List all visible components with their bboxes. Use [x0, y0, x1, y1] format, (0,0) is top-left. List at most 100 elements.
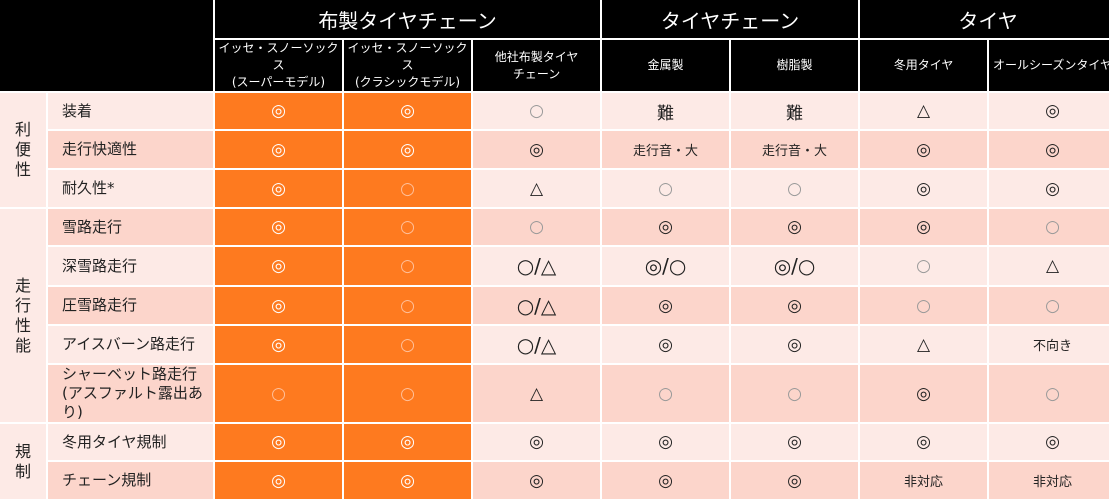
column-header: 樹脂製	[731, 40, 859, 91]
rating-cell: △	[473, 170, 601, 207]
row-label: シャーベット路走行 (アスファルト露出あり)	[48, 365, 213, 422]
rating-cell: ◎	[344, 93, 471, 129]
rating-cell: ○	[215, 365, 342, 422]
row-label: 冬用タイヤ規制	[48, 424, 213, 460]
rating-cell: ◎	[344, 131, 471, 168]
rating-cell: ○/△	[473, 326, 601, 363]
row-label: 圧雪路走行	[48, 287, 213, 324]
table-row: チェーン規制 ◎ ◎ ◎ ◎ ◎ 非対応 非対応	[0, 462, 1109, 499]
rating-cell: ○	[344, 365, 471, 422]
table-row: 圧雪路走行 ◎ ○ ○/△ ◎ ◎ ○ ○	[0, 287, 1109, 324]
rating-cell: ○	[860, 247, 988, 285]
table-row: 深雪路走行 ◎ ○ ○/△ ◎/○ ◎/○ ○ △	[0, 247, 1109, 285]
rating-cell: ◎	[731, 462, 859, 499]
row-label: 深雪路走行	[48, 247, 213, 285]
rating-cell: ◎	[344, 424, 471, 460]
rating-cell: ◎	[215, 93, 342, 129]
rating-cell: 走行音・大	[602, 131, 730, 168]
rating-cell: ○	[860, 287, 988, 324]
rating-cell: ◎	[731, 287, 859, 324]
rating-cell: 走行音・大	[731, 131, 859, 168]
rating-cell: ◎	[602, 287, 730, 324]
rating-cell: ◎	[215, 170, 342, 207]
rating-cell: ◎	[731, 326, 859, 363]
rating-cell: ○	[473, 93, 601, 129]
rating-cell: ◎	[989, 131, 1109, 168]
corner-header	[0, 0, 213, 91]
rating-cell: ◎	[860, 131, 988, 168]
rating-cell: △	[473, 365, 601, 422]
rating-cell: △	[989, 247, 1109, 285]
rating-cell: ○	[989, 365, 1109, 422]
rating-cell: ◎/○	[602, 247, 730, 285]
table-row: アイスバーン路走行 ◎ ○ ○/△ ◎ ◎ △ 不向き	[0, 326, 1109, 363]
rating-cell: ◎	[344, 462, 471, 499]
row-label: 装着	[48, 93, 213, 129]
rating-cell: ◎	[473, 462, 601, 499]
row-label: 走行快適性	[48, 131, 213, 168]
rating-cell: ◎	[215, 424, 342, 460]
table-row: 走行快適性 ◎ ◎ ◎ 走行音・大 走行音・大 ◎ ◎	[0, 131, 1109, 168]
group-header: 布製タイヤチェーン	[215, 0, 601, 38]
rating-cell: ○	[344, 247, 471, 285]
column-header: 金属製	[602, 40, 730, 91]
rating-cell: ○/△	[473, 247, 601, 285]
column-header: イッセ・スノーソックス (スーパーモデル)	[215, 40, 342, 91]
rating-cell: ○	[344, 287, 471, 324]
rating-cell: △	[860, 326, 988, 363]
column-header: オールシーズンタイヤ	[989, 40, 1109, 91]
rating-cell: ◎	[215, 287, 342, 324]
rating-cell: ○	[731, 170, 859, 207]
rating-cell: ◎	[860, 209, 988, 245]
rating-cell: ◎	[989, 93, 1109, 129]
rating-cell: ○	[989, 209, 1109, 245]
rating-cell: ○	[731, 365, 859, 422]
rating-cell: ◎	[215, 247, 342, 285]
rating-cell: ○	[602, 170, 730, 207]
rating-cell: ○	[344, 209, 471, 245]
category-label: 走 行 性 能	[0, 209, 46, 422]
row-label: 雪路走行	[48, 209, 213, 245]
table-row: 利 便 性装着 ◎ ◎ ○ 難難 △ ◎	[0, 93, 1109, 207]
rating-cell: ◎	[215, 209, 342, 245]
rating-cell: ○/△	[473, 287, 601, 324]
rating-cell: ○	[602, 365, 730, 422]
table-row: 耐久性* ◎ ○ △ ○ ○ ◎ ◎	[0, 170, 1109, 207]
rating-cell: △	[860, 93, 988, 129]
table-row: シャーベット路走行 (アスファルト露出あり) ○ ○ △ ○ ○ ◎ ○	[0, 365, 1109, 422]
group-header: タイヤ	[860, 0, 1109, 38]
row-label: アイスバーン路走行	[48, 326, 213, 363]
rating-cell: 非対応	[989, 462, 1109, 499]
column-header: 冬用タイヤ	[860, 40, 988, 91]
table-row: 走 行 性 能雪路走行 ◎ ○ ○ ◎ ◎ ◎ ○	[0, 209, 1109, 422]
rating-cell: ◎	[860, 424, 988, 460]
rating-cell: ◎	[473, 424, 601, 460]
rating-cell: 難	[602, 93, 730, 129]
rating-cell: ○	[473, 209, 601, 245]
row-label: チェーン規制	[48, 462, 213, 499]
rating-cell: ◎	[860, 365, 988, 422]
rating-cell: ◎	[731, 424, 859, 460]
rating-cell: ◎	[473, 131, 601, 168]
rating-cell: ◎	[989, 170, 1109, 207]
column-header: イッセ・スノーソックス (クラシックモデル)	[344, 40, 471, 91]
rating-cell: ○	[989, 287, 1109, 324]
category-label: 利 便 性	[0, 93, 46, 207]
rating-cell: 非対応	[860, 462, 988, 499]
rating-cell: ◎	[731, 209, 859, 245]
group-header: タイヤチェーン	[602, 0, 859, 38]
rating-cell: ◎	[602, 209, 730, 245]
rating-cell: ◎	[602, 462, 730, 499]
table-row: 規 制冬用タイヤ規制 ◎ ◎ ◎ ◎ ◎ ◎ ◎	[0, 424, 1109, 499]
rating-cell: ○	[344, 326, 471, 363]
rating-cell: ◎	[989, 424, 1109, 460]
rating-cell: 不向き	[989, 326, 1109, 363]
rating-cell: ◎	[602, 326, 730, 363]
rating-cell: ◎/○	[731, 247, 859, 285]
rating-cell: ◎	[215, 131, 342, 168]
rating-cell: 難	[731, 93, 859, 129]
rating-cell: ◎	[215, 462, 342, 499]
rating-cell: ○	[344, 170, 471, 207]
column-header: 他社布製タイヤ チェーン	[473, 40, 601, 91]
rating-cell: ◎	[860, 170, 988, 207]
